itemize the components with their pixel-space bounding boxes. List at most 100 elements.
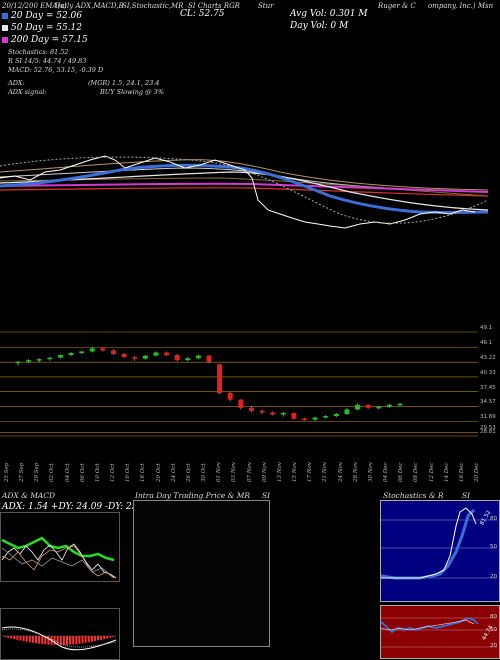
header-company-b: Ruger & C [378,2,416,10]
day-vol: Day Vol: 0 M [290,21,349,31]
stoch-tick-50: 50 [490,544,497,550]
price-tick-label: 49.1 [480,325,493,331]
candle-body [365,404,371,408]
candle-body [323,416,329,418]
stoch-tick-20: 20 [490,574,497,580]
rsi-tick-80: 80 [490,614,497,620]
candle-body [386,404,392,407]
macd-bar [100,636,103,640]
intra-title: Intra Day Trading Price & MR [135,491,251,500]
macd-bar [19,636,22,641]
rsi-white-line [380,619,475,631]
macd-bar [10,636,13,639]
macd-bar [69,636,72,645]
avg-vol: Avg Vol: 0.301 M [290,9,368,19]
candle-body [333,414,339,417]
adx-readout: ADX: 1.54 +DY: 24.09 -DY: 23.36 [2,502,152,512]
candle-body [89,348,95,352]
candle-body [302,418,307,421]
legend-ma50: 50 Day = 55.12 [2,23,82,33]
candle-body [153,352,159,356]
ma200-swatch [2,36,8,43]
macd-bar [59,636,62,645]
candle-body [79,351,85,354]
candle-body [15,361,21,364]
candle-body [185,358,191,361]
candle-body [164,352,170,356]
legend-macd: MACD: 52.76, 53.15, -0.39 D [8,66,104,74]
macd-bar [72,636,75,645]
macd-bar [93,636,96,642]
adx-panel [0,512,120,582]
candle-body [227,392,233,400]
macd-bar [56,636,59,645]
price-tick-label: 46.1 [480,340,493,347]
legend-ma50-text: 50 Day = 55.12 [11,23,83,33]
candle-body [57,355,63,358]
price-tick-label: 31.69 [480,414,496,421]
candle-body [174,355,180,361]
ma20-line [0,163,489,214]
adx-gray-line [1,547,113,577]
ma200-line [0,182,489,193]
trend-dashed [0,156,489,224]
macd-bar [66,636,68,645]
macd-bar [22,636,25,642]
candle-body [259,410,265,413]
candle-body [344,409,350,415]
candle-body [238,399,244,408]
stoch-panel [380,500,500,602]
macd-bar [75,636,78,645]
candle-body [142,355,148,359]
macd-bar [106,636,109,639]
price-tick-label: 37.45 [480,384,496,391]
legend-rsi: R SI 14/5: 44.74 / 49.83 [8,57,87,65]
intraday-panel [133,500,270,647]
candle-body [121,354,127,358]
macd-bar [16,636,19,640]
macd-bar [13,636,16,640]
candle-body [280,412,286,415]
candle-body [132,357,138,359]
header-date-ma: 20/12/200 EMA(s) [2,2,67,10]
close-label: CL: 52.75 [180,9,225,19]
macd-bar [35,636,37,644]
macd-bar [25,636,28,642]
candle-body [111,350,116,355]
price-tick-label: 40.33 [480,369,496,376]
stoch-si: SI [462,491,471,500]
stoch-fast-line [381,507,477,579]
rsi-panel [380,605,500,659]
header-indicators: Daily ADX,MACD,B [55,2,124,10]
legend-adx-signal: ADX signal: [8,88,47,96]
legend-ma20-text: 20 Day = 52.06 [11,11,83,21]
header-company-c: ompany, Inc.) Msn [428,2,494,10]
legend-stochastics: Stochastics: 81.52 [8,48,69,56]
header-stoch: SI,Stochastic,MR [122,2,184,10]
legend-ma200: 200 Day = 57.15 [2,35,88,45]
stoch-tick-80: 80 [490,516,497,522]
macd-bar [62,636,65,645]
candle-body [291,412,297,419]
macd-bar [47,636,50,645]
macd-bar [87,636,90,643]
ma20-swatch [2,12,8,19]
candle-body [355,404,361,410]
macd-bar [97,636,99,641]
macd-bar [44,636,47,645]
macd-bar [41,636,44,645]
header-company-a: Stur [258,2,274,10]
macd-bar [112,636,115,637]
price-tick-label: 28.81 [480,429,496,435]
candle-body [217,364,223,393]
macd-bar [38,636,41,644]
macd-bar [7,636,10,638]
macd-signal-line [1,628,117,648]
candle-body [26,360,32,362]
legend-buy-signal: BUY Slowing @ 3% [100,88,164,96]
adx-title: ADX & MACD [2,491,56,500]
